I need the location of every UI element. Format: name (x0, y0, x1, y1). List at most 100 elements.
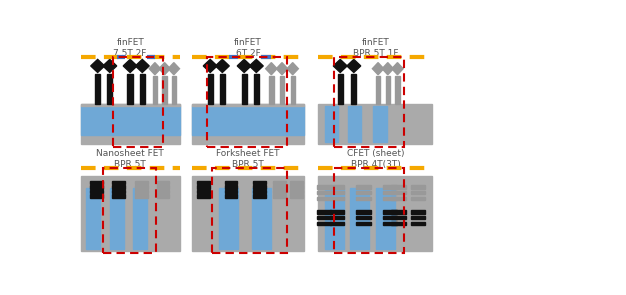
Bar (411, 210, 425, 214)
Bar (269, 76, 274, 104)
Bar (337, 74, 343, 104)
Bar (325, 188, 344, 249)
Bar (192, 104, 304, 145)
Bar (113, 57, 163, 147)
Text: Forksheet FET
BPR 5T: Forksheet FET BPR 5T (217, 149, 280, 169)
Bar (157, 181, 170, 184)
Bar (172, 76, 176, 104)
Bar (411, 191, 425, 194)
Bar (383, 222, 398, 225)
Bar (347, 106, 361, 142)
Bar (197, 190, 210, 193)
Bar (197, 185, 210, 189)
Bar (329, 191, 344, 194)
Bar (86, 188, 100, 249)
Bar (383, 216, 398, 219)
Bar (411, 185, 425, 189)
Bar (356, 210, 371, 214)
Bar (242, 74, 247, 104)
Polygon shape (135, 59, 149, 73)
Bar (135, 181, 148, 184)
Bar (351, 74, 356, 104)
Bar (391, 210, 406, 214)
Bar (383, 185, 398, 189)
Bar (252, 188, 271, 249)
Bar (280, 76, 284, 104)
Bar (208, 74, 213, 104)
Bar (290, 190, 303, 193)
Polygon shape (265, 63, 277, 75)
Bar (220, 74, 225, 104)
Bar (383, 197, 398, 200)
Polygon shape (382, 63, 394, 75)
Bar (207, 57, 287, 147)
Bar (153, 76, 157, 104)
Bar (95, 74, 100, 104)
Bar (112, 181, 125, 184)
Bar (391, 197, 406, 200)
Bar (254, 74, 259, 104)
Bar (197, 194, 210, 198)
Bar (253, 194, 265, 198)
Bar (225, 185, 237, 189)
Bar (290, 185, 303, 189)
Polygon shape (392, 63, 403, 75)
Bar (107, 74, 113, 104)
Polygon shape (159, 63, 170, 75)
Bar (219, 188, 239, 249)
Bar (128, 74, 133, 104)
Bar (317, 185, 332, 189)
Bar (391, 185, 406, 189)
Bar (356, 185, 371, 189)
Bar (253, 190, 265, 193)
Bar (325, 106, 338, 142)
Bar (253, 181, 265, 184)
Bar (356, 222, 371, 225)
Bar (290, 181, 303, 184)
Bar (350, 188, 369, 249)
Bar (90, 181, 103, 184)
Bar (225, 190, 237, 193)
Bar (356, 191, 371, 194)
Bar (391, 191, 406, 194)
Bar (290, 194, 303, 198)
Bar (373, 106, 387, 142)
Polygon shape (249, 59, 264, 73)
Bar (329, 197, 344, 200)
Bar (319, 104, 433, 145)
Bar (356, 216, 371, 219)
Bar (317, 210, 332, 214)
Bar (329, 210, 344, 214)
Bar (157, 190, 170, 193)
Bar (395, 76, 399, 104)
Bar (197, 181, 210, 184)
Bar (334, 168, 404, 253)
Bar (103, 168, 156, 253)
Bar (376, 76, 380, 104)
Bar (112, 190, 125, 193)
Bar (90, 185, 103, 189)
Bar (274, 185, 286, 189)
Bar (317, 191, 332, 194)
Bar (140, 74, 145, 104)
Bar (90, 190, 103, 193)
Polygon shape (237, 59, 251, 73)
Bar (411, 216, 425, 219)
Polygon shape (123, 59, 137, 73)
Polygon shape (149, 63, 161, 75)
Bar (290, 76, 295, 104)
Bar (317, 197, 332, 200)
Bar (317, 222, 332, 225)
Bar (90, 194, 103, 198)
Bar (376, 188, 395, 249)
Bar (81, 106, 180, 135)
Bar (391, 222, 406, 225)
Polygon shape (333, 59, 347, 73)
Text: CFET (sheet)
BPR 4T(3T): CFET (sheet) BPR 4T(3T) (347, 149, 404, 169)
Polygon shape (103, 59, 116, 73)
Bar (133, 188, 147, 249)
Text: finFET
6T 2F: finFET 6T 2F (234, 38, 262, 58)
Bar (135, 190, 148, 193)
Bar (317, 216, 332, 219)
Polygon shape (347, 59, 361, 73)
